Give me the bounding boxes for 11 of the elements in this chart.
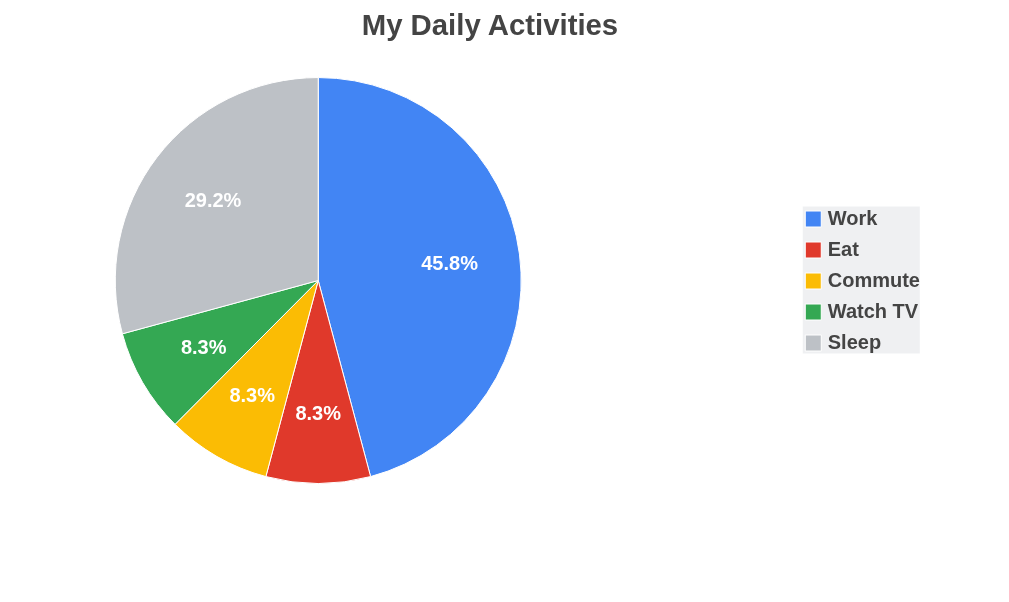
data-label: 29.2%	[184, 189, 242, 212]
data-label: 45.8%	[421, 252, 479, 275]
legend-label: Sleep	[827, 330, 882, 354]
data-label: 8.3%	[229, 384, 276, 407]
chart-title: My Daily Activities	[361, 7, 619, 41]
data-label: 8.3%	[295, 401, 342, 424]
data-label: 8.3%	[180, 336, 227, 359]
legend-label: Eat	[827, 237, 859, 261]
legend-label: Commute	[827, 268, 920, 292]
legend-label: Work	[827, 206, 878, 230]
legend-label: Watch TV	[827, 299, 919, 323]
